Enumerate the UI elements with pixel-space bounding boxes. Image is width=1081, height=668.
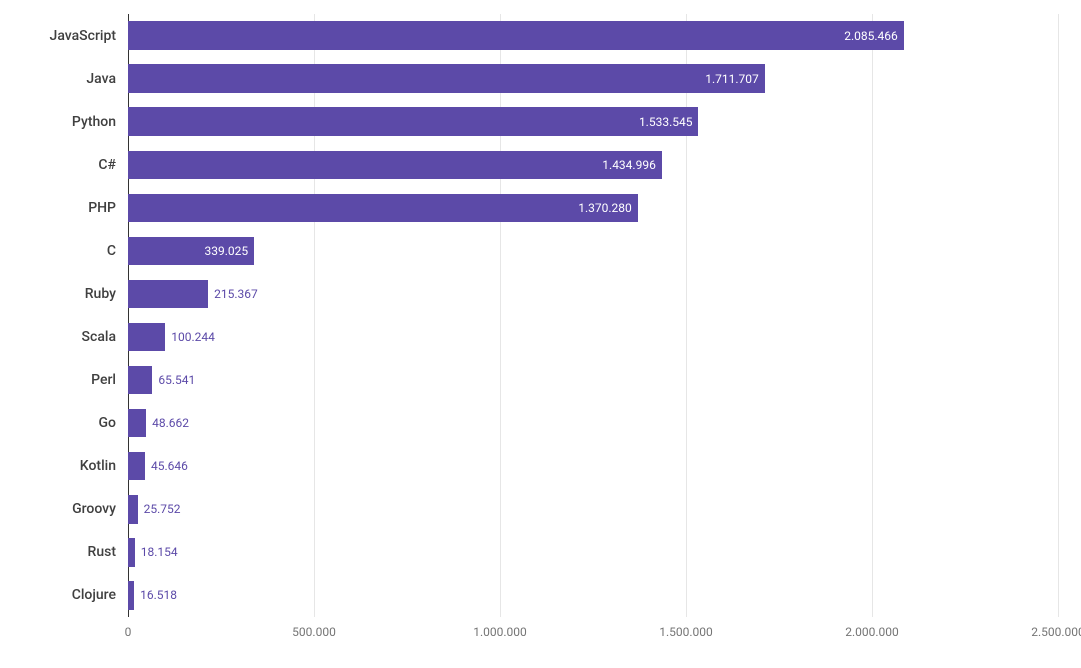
bar-row: 1.434.996 [128, 151, 1058, 179]
bar-value-label: 45.646 [151, 459, 188, 473]
bar-value-label: 48.662 [152, 416, 189, 430]
y-axis-label: Go [0, 415, 116, 431]
bar[interactable] [128, 409, 146, 437]
bar-row: 16.518 [128, 581, 1058, 609]
gridline [1058, 14, 1059, 617]
bar-value-label: 16.518 [140, 588, 177, 602]
bar[interactable] [128, 64, 765, 92]
bar-row: 100.244 [128, 323, 1058, 351]
bar-row: 1.533.545 [128, 107, 1058, 135]
bar-row: 25.752 [128, 495, 1058, 523]
bar[interactable] [128, 280, 208, 308]
y-axis-label: Scala [0, 329, 116, 345]
y-axis-label: C [0, 243, 116, 259]
gridline [686, 14, 687, 617]
bar-row: 45.646 [128, 452, 1058, 480]
bar[interactable] [128, 581, 134, 609]
bar[interactable] [128, 366, 152, 394]
bar-row: 18.154 [128, 538, 1058, 566]
bar[interactable] [128, 538, 135, 566]
y-axis-label: Kotlin [0, 458, 116, 474]
bar-row: 215.367 [128, 280, 1058, 308]
bar-value-label: 1.434.996 [602, 158, 656, 172]
y-axis-label: Ruby [0, 286, 116, 302]
y-axis-label: Perl [0, 372, 116, 388]
y-axis-label: Java [0, 71, 116, 87]
x-axis-label: 2.500.000 [1031, 625, 1081, 639]
gridline [500, 14, 501, 617]
x-axis-label: 1.500.000 [659, 625, 713, 639]
x-axis-label: 1.000.000 [473, 625, 527, 639]
gridline [314, 14, 315, 617]
bar-value-label: 18.154 [141, 545, 178, 559]
x-axis-label: 2.000.000 [845, 625, 899, 639]
bar[interactable] [128, 194, 638, 222]
x-axis-label: 0 [125, 625, 132, 639]
bar[interactable] [128, 495, 138, 523]
bar-value-label: 25.752 [144, 502, 181, 516]
bar-value-label: 215.367 [214, 287, 258, 301]
bar-row: 2.085.466 [128, 21, 1058, 49]
bar-value-label: 100.244 [171, 330, 215, 344]
bar-value-label: 65.541 [158, 373, 195, 387]
bar-value-label: 339.025 [204, 244, 248, 258]
y-axis-label: Python [0, 114, 116, 130]
bar-row: 1.370.280 [128, 194, 1058, 222]
y-axis-label: Groovy [0, 501, 116, 517]
plot-area: 2.085.466 1.711.707 1.533.545 1.434.996 1.37… [128, 14, 1058, 617]
bar-value-label: 1.711.707 [705, 72, 759, 86]
y-axis-line [128, 14, 129, 617]
bar-row: 1.711.707 [128, 64, 1058, 92]
bar-value-label: 2.085.466 [844, 29, 898, 43]
bar-row: 65.541 [128, 366, 1058, 394]
gridline [872, 14, 873, 617]
x-axis-label: 500.000 [292, 625, 336, 639]
bar-chart: 2.085.466 1.711.707 1.533.545 1.434.996 1.37… [0, 0, 1081, 668]
y-axis-label: C# [0, 157, 116, 173]
bar[interactable] [128, 21, 904, 49]
bar-value-label: 1.370.280 [578, 201, 632, 215]
bar-row: 339.025 [128, 237, 1058, 265]
bar[interactable] [128, 323, 165, 351]
bar-row: 48.662 [128, 409, 1058, 437]
y-axis-label: JavaScript [0, 28, 116, 44]
bar[interactable] [128, 151, 662, 179]
bar[interactable] [128, 107, 698, 135]
bar-value-label: 1.533.545 [639, 115, 693, 129]
y-axis-label: Clojure [0, 587, 116, 603]
bar[interactable] [128, 452, 145, 480]
y-axis-label: PHP [0, 200, 116, 216]
y-axis-label: Rust [0, 544, 116, 560]
